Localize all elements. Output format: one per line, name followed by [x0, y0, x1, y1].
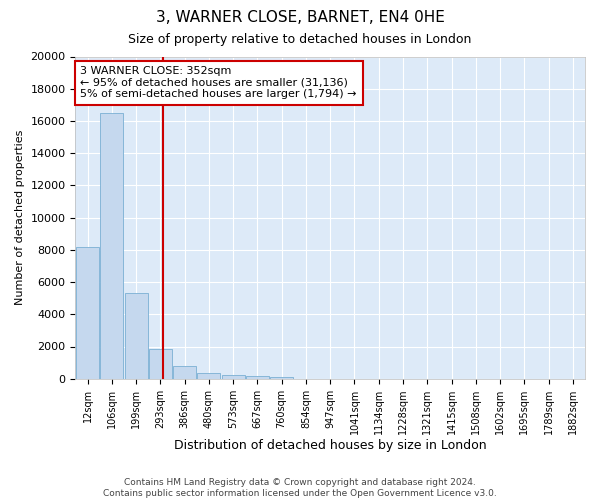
Text: Contains HM Land Registry data © Crown copyright and database right 2024.
Contai: Contains HM Land Registry data © Crown c…: [103, 478, 497, 498]
Text: Size of property relative to detached houses in London: Size of property relative to detached ho…: [128, 32, 472, 46]
Text: 3, WARNER CLOSE, BARNET, EN4 0HE: 3, WARNER CLOSE, BARNET, EN4 0HE: [155, 10, 445, 25]
Bar: [149, 349, 172, 378]
Bar: [76, 248, 99, 378]
Text: 3 WARNER CLOSE: 352sqm
← 95% of detached houses are smaller (31,136)
5% of semi-: 3 WARNER CLOSE: 352sqm ← 95% of detached…: [80, 66, 357, 100]
Y-axis label: Number of detached properties: Number of detached properties: [15, 130, 25, 306]
Bar: [173, 366, 196, 378]
Bar: [221, 374, 245, 378]
Bar: [197, 373, 220, 378]
Bar: [125, 292, 148, 378]
Bar: [246, 376, 269, 378]
X-axis label: Distribution of detached houses by size in London: Distribution of detached houses by size …: [174, 440, 487, 452]
Bar: [100, 113, 124, 378]
Bar: [270, 376, 293, 378]
